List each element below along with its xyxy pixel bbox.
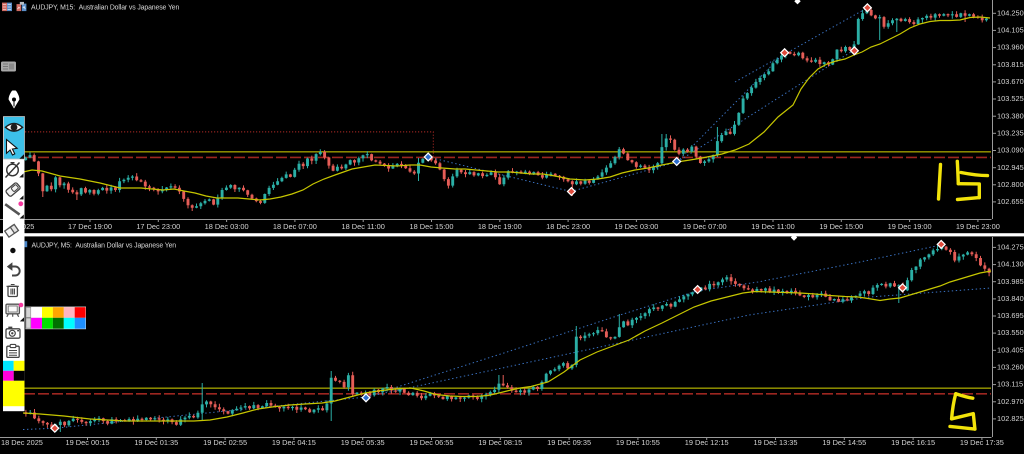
svg-text:19 Dec 23:00: 19 Dec 23:00 — [956, 222, 1000, 231]
svg-text:102.655: 102.655 — [997, 197, 1024, 206]
svg-text:19 Dec 03:00: 19 Dec 03:00 — [614, 222, 658, 231]
svg-text:19 Dec 12:15: 19 Dec 12:15 — [685, 438, 729, 447]
svg-text:19 Dec 14:55: 19 Dec 14:55 — [822, 438, 866, 447]
svg-text:19 Dec 16:15: 19 Dec 16:15 — [891, 438, 935, 447]
svg-text:19 Dec 05:35: 19 Dec 05:35 — [341, 438, 385, 447]
svg-text:102.945: 102.945 — [997, 163, 1024, 172]
svg-text:103.090: 103.090 — [997, 146, 1024, 155]
svg-text:19 Dec 11:00: 19 Dec 11:00 — [751, 222, 794, 231]
svg-text:104.275: 104.275 — [997, 243, 1024, 252]
svg-text:103.525: 103.525 — [997, 94, 1024, 103]
svg-text:103.840: 103.840 — [997, 294, 1024, 303]
svg-text:103.380: 103.380 — [997, 111, 1024, 120]
svg-text:17 Dec 19:00: 17 Dec 19:00 — [68, 222, 112, 231]
svg-text:19 Dec 00:15: 19 Dec 00:15 — [66, 438, 110, 447]
svg-text:19 Dec 10:55: 19 Dec 10:55 — [616, 438, 660, 447]
svg-text:102.800: 102.800 — [997, 180, 1024, 189]
svg-text:19 Dec 04:15: 19 Dec 04:15 — [272, 438, 316, 447]
svg-text:102.970: 102.970 — [997, 397, 1024, 406]
svg-text:18 Dec 2025: 18 Dec 2025 — [1, 438, 43, 447]
svg-text:19 Dec 08:15: 19 Dec 08:15 — [478, 438, 522, 447]
svg-text:19 Dec 19:00: 19 Dec 19:00 — [888, 222, 932, 231]
svg-text:AUDJPY, M15: Australian Dolla: AUDJPY, M15: Australian Dollar vs Japane… — [31, 5, 179, 12]
svg-text:104.250: 104.250 — [997, 8, 1024, 17]
svg-text:103.985: 103.985 — [997, 277, 1024, 286]
svg-text:104.105: 104.105 — [997, 26, 1024, 35]
svg-text:18 Dec 07:00: 18 Dec 07:00 — [273, 222, 317, 231]
svg-text:103.815: 103.815 — [997, 60, 1024, 69]
svg-text:AUDJPY, M5: Australian Dollar: AUDJPY, M5: Australian Dollar vs Japanes… — [32, 242, 177, 249]
svg-text:19 Dec 07:00: 19 Dec 07:00 — [683, 222, 727, 231]
svg-text:18 Dec 15:00: 18 Dec 15:00 — [410, 222, 454, 231]
svg-text:19 Dec 15:00: 19 Dec 15:00 — [819, 222, 863, 231]
svg-text:18 Dec 11:00: 18 Dec 11:00 — [341, 222, 384, 231]
svg-text:103.235: 103.235 — [997, 128, 1024, 137]
svg-text:103.695: 103.695 — [997, 311, 1024, 320]
svg-text:17 Dec 23:00: 17 Dec 23:00 — [136, 222, 180, 231]
svg-text:102.825: 102.825 — [997, 414, 1024, 423]
svg-text:025: 025 — [22, 222, 34, 231]
svg-text:18 Dec 23:00: 18 Dec 23:00 — [546, 222, 590, 231]
svg-text:19 Dec 09:35: 19 Dec 09:35 — [547, 438, 591, 447]
svg-text:19 Dec 01:35: 19 Dec 01:35 — [134, 438, 178, 447]
svg-text:103.405: 103.405 — [997, 345, 1024, 354]
svg-text:19 Dec 06:55: 19 Dec 06:55 — [410, 438, 454, 447]
svg-text:19 Dec 17:35: 19 Dec 17:35 — [960, 438, 1004, 447]
svg-text:103.670: 103.670 — [997, 77, 1024, 86]
svg-text:19 Dec 02:55: 19 Dec 02:55 — [203, 438, 247, 447]
svg-text:18 Dec 03:00: 18 Dec 03:00 — [205, 222, 249, 231]
svg-text:103.550: 103.550 — [997, 328, 1024, 337]
svg-text:103.260: 103.260 — [997, 363, 1024, 372]
svg-text:103.960: 103.960 — [997, 43, 1024, 52]
svg-text:18 Dec 19:00: 18 Dec 19:00 — [478, 222, 522, 231]
svg-text:103.115: 103.115 — [997, 380, 1023, 389]
svg-text:104.130: 104.130 — [997, 260, 1024, 269]
svg-text:19 Dec 13:35: 19 Dec 13:35 — [754, 438, 798, 447]
